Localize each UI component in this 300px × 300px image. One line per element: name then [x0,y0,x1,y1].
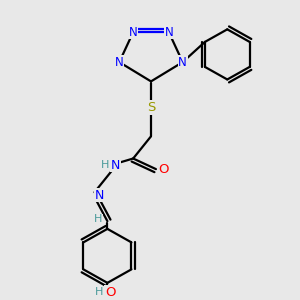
Text: N: N [95,189,104,202]
Text: O: O [159,163,169,176]
Text: S: S [147,101,155,114]
Text: N: N [111,159,120,172]
Text: N: N [164,26,173,39]
Text: N: N [115,56,124,69]
Text: O: O [105,286,116,299]
Text: H: H [94,214,103,224]
Text: H: H [101,160,110,170]
Text: N: N [178,56,187,69]
Text: H: H [95,287,104,298]
Text: N: N [129,26,137,39]
